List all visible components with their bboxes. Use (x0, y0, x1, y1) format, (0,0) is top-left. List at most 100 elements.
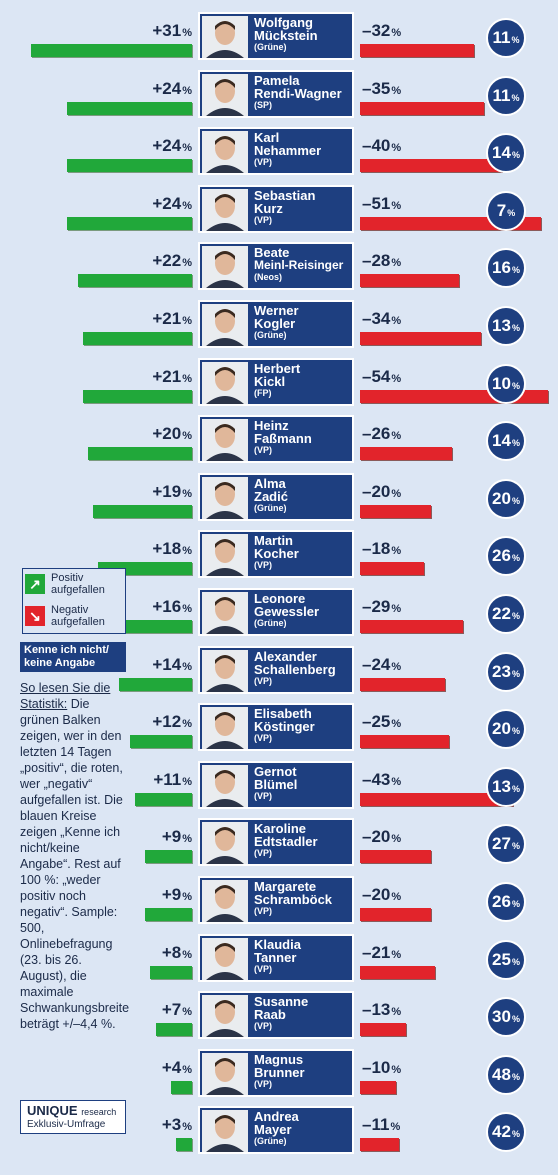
negative-bar (360, 965, 435, 979)
name-text: Margarete Schramböck (VP) (254, 880, 352, 917)
negative-value-label: –11% (362, 1115, 401, 1135)
positive-value-label: +21% (152, 309, 192, 328)
party-label: (Neos) (254, 272, 283, 283)
portrait-icon (202, 1110, 248, 1153)
name-box: Alma Zadić (Grüne) (198, 472, 354, 521)
negative-value-label: –29% (362, 597, 402, 616)
party-label: (VP) (254, 1021, 272, 1032)
party-label: (VP) (254, 445, 272, 456)
name-text: Klaudia Tanner (VP) (254, 936, 352, 975)
last-name: Schallenberg (254, 661, 336, 677)
first-name: Leonore (254, 591, 306, 606)
negative-bar (360, 101, 485, 115)
name-box: Karoline Edtstadler (VP) (198, 818, 354, 867)
positive-bar (171, 1080, 192, 1094)
legend-item-negative: ↘ Negativ aufgefallen (25, 603, 125, 631)
party-label: (VP) (254, 963, 272, 974)
first-name: Karl (254, 130, 280, 146)
positive-value-label: +3% (161, 1115, 192, 1135)
positive-bar (67, 159, 192, 173)
name-text: Alexander Schallenberg (VP) (254, 650, 352, 687)
negative-value-label: –32% (362, 21, 402, 40)
positive-value-label: +22% (152, 251, 192, 271)
negative-bar (360, 1138, 400, 1152)
name-text: Leonore Gewessler (Grüne) (254, 591, 352, 629)
negative-value-label: –40% (362, 136, 402, 156)
legend-label-negative: Negativ aufgefallen (51, 604, 105, 628)
last-name: Rendi-Wagner (254, 85, 342, 101)
positive-bar (67, 216, 192, 230)
unknown-value-circle: 13% (486, 766, 526, 807)
unknown-value-circle: 26% (486, 536, 526, 577)
positive-value-label: +24% (152, 136, 192, 156)
legend-item-positive: ↗ Positiv aufgefallen (25, 571, 125, 599)
party-label: (VP) (254, 790, 272, 801)
positive-bar (119, 677, 192, 691)
politician-row: +9% –20% Karoline Edtstadler (VP) 27% (0, 815, 558, 873)
positive-value-label: +24% (152, 193, 192, 213)
name-box: Klaudia Tanner (VP) (198, 933, 354, 982)
positive-bar (134, 792, 192, 806)
negative-bar (360, 1080, 396, 1094)
negative-bar (360, 908, 431, 921)
last-name: Köstinger (254, 719, 315, 735)
portrait-icon (202, 1052, 248, 1095)
name-box: Heinz Faßmann (VP) (198, 415, 354, 464)
negative-value-label: –24% (362, 654, 402, 674)
positive-value-label: +11% (153, 769, 192, 789)
name-box: Gernot Blümel (VP) (198, 760, 354, 809)
name-text: Gernot Blümel (VP) (254, 765, 352, 802)
last-name: Raab (254, 1007, 286, 1023)
first-name: Andrea (254, 1109, 299, 1125)
unknown-value-circle: 48% (486, 1054, 526, 1095)
negative-bar (360, 735, 449, 749)
positive-value-label: +7% (161, 1000, 192, 1020)
negative-bar (360, 562, 424, 576)
first-name: Alma (254, 475, 286, 491)
last-name: Kickl (254, 373, 286, 389)
positive-value-label: +4% (161, 1057, 192, 1077)
negative-bar (360, 504, 431, 518)
name-box: Beate Meinl-Reisinger (Neos) (198, 242, 354, 291)
negative-bar (360, 1023, 407, 1037)
last-name: Schramböck (254, 892, 333, 907)
legend-label-positive: Positiv aufgefallen (51, 572, 105, 596)
positive-bar (30, 44, 192, 57)
politician-row: +19% –20% Alma Zadić (Grüne) 20% (0, 470, 558, 528)
unknown-value-circle: 30% (486, 997, 526, 1038)
last-name: Kocher (254, 546, 299, 562)
positive-value-label: +16% (152, 597, 192, 616)
negative-bar (360, 792, 513, 806)
unknown-value-circle: 10% (486, 363, 526, 404)
positive-bar (108, 620, 192, 633)
positive-bar (155, 1023, 192, 1037)
positive-bar (88, 447, 192, 461)
name-box: Wolfgang Mückstein (Grüne) (198, 12, 354, 60)
negative-value-label: –34% (362, 309, 402, 328)
portrait-icon (202, 361, 248, 404)
first-name: Magnus (254, 1051, 304, 1067)
arrow-up-right-icon: ↗ (25, 574, 45, 594)
first-name: Elisabeth (254, 706, 312, 722)
party-label: (VP) (254, 560, 272, 571)
legend: ↗ Positiv aufgefallen ↘ Negativ aufgefal… (22, 568, 126, 634)
positive-value-label: +20% (152, 424, 192, 444)
instructions-text: Die grünen Balken zeigen, wer in den let… (20, 697, 130, 1031)
party-label: (Grüne) (254, 618, 287, 628)
name-box: Magnus Brunner (VP) (198, 1048, 354, 1097)
first-name: Beate (254, 245, 290, 261)
negative-value-label: –13% (362, 1000, 402, 1020)
positive-bar (82, 389, 192, 403)
brand-logo-name: UNIQUE (27, 1103, 78, 1118)
arrow-down-right-icon: ↘ (25, 606, 45, 626)
first-name: Klaudia (254, 936, 301, 952)
negative-bar (360, 159, 502, 173)
negative-value-label: –35% (362, 78, 402, 98)
unknown-value-circle: 42% (486, 1112, 526, 1153)
name-text: Elisabeth Köstinger (VP) (254, 706, 352, 744)
positive-value-label: +9% (161, 827, 192, 847)
portrait-icon (202, 995, 248, 1038)
name-text: Wolfgang Mückstein (Grüne) (254, 16, 352, 53)
name-text: Werner Kogler (Grüne) (254, 304, 352, 341)
politician-row: +24% –40% Karl Nehammer (VP) 14% (0, 124, 558, 182)
